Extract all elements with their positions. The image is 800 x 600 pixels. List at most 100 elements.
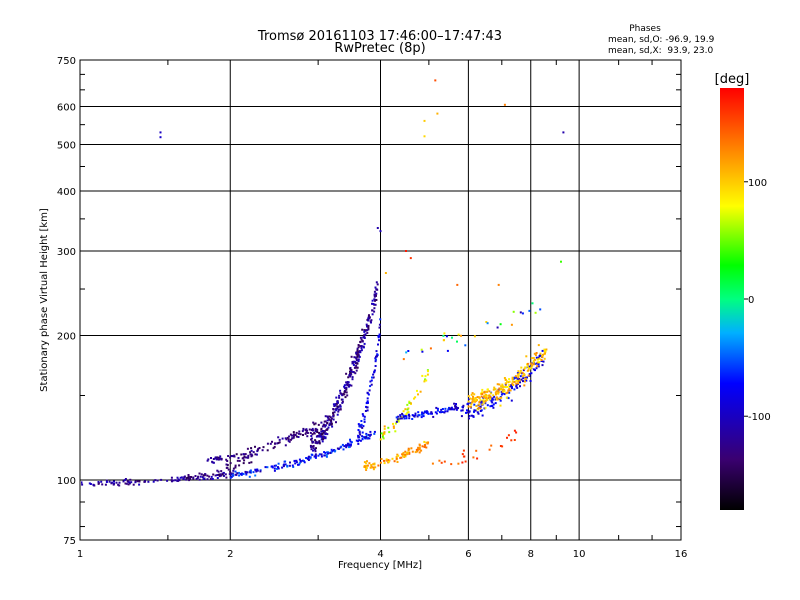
data-point — [242, 453, 245, 456]
data-point — [359, 425, 362, 428]
data-point — [421, 445, 424, 448]
data-point — [456, 283, 459, 286]
data-point — [509, 385, 512, 388]
data-point — [409, 257, 412, 260]
data-point — [517, 382, 520, 385]
data-point — [266, 442, 269, 445]
data-point — [425, 446, 428, 449]
data-point — [382, 437, 385, 440]
data-point — [481, 400, 484, 403]
data-point — [489, 405, 492, 408]
data-point — [504, 386, 507, 389]
data-point — [329, 422, 332, 425]
data-point — [185, 478, 188, 481]
data-point — [332, 408, 335, 411]
data-point — [486, 404, 489, 407]
data-point — [414, 396, 417, 399]
data-point — [470, 393, 473, 396]
data-point — [522, 369, 525, 372]
data-point — [476, 408, 479, 411]
data-point — [174, 479, 177, 482]
data-point — [360, 345, 363, 347]
data-point — [399, 414, 402, 417]
data-point — [224, 473, 227, 476]
data-point — [413, 397, 415, 400]
data-point — [542, 353, 544, 356]
data-point — [440, 408, 443, 411]
data-point — [372, 468, 375, 471]
data-point — [277, 442, 280, 444]
data-point — [197, 475, 200, 478]
data-point — [527, 374, 530, 377]
data-point — [229, 456, 232, 459]
data-point — [408, 451, 411, 454]
data-point — [446, 349, 449, 352]
data-point — [373, 290, 376, 293]
data-point — [451, 408, 454, 411]
data-point — [237, 457, 240, 459]
data-point — [366, 397, 369, 400]
data-point — [417, 411, 420, 414]
data-point — [230, 473, 233, 476]
data-point — [249, 471, 252, 474]
data-point — [292, 433, 295, 436]
data-point — [532, 359, 535, 362]
data-point — [378, 323, 381, 326]
data-point — [407, 350, 410, 352]
data-point — [371, 299, 374, 302]
data-point — [351, 376, 354, 379]
data-point — [432, 415, 435, 418]
data-point — [225, 476, 228, 479]
data-point — [501, 390, 504, 393]
data-point — [218, 456, 221, 459]
data-point — [464, 460, 467, 463]
data-point — [537, 363, 540, 366]
data-point — [350, 355, 353, 358]
data-point — [492, 388, 495, 391]
data-point — [313, 423, 316, 426]
chart-title: Tromsø 20161103 17:46:00–17:47:43 — [257, 29, 502, 44]
data-point — [414, 451, 417, 454]
data-point — [350, 373, 353, 376]
data-point — [468, 398, 471, 401]
data-point — [519, 385, 521, 388]
data-point — [336, 405, 339, 408]
stats-line-o: mean, sd,O: -96.9, 19.9 — [608, 35, 715, 45]
data-point — [378, 326, 381, 329]
data-point — [537, 344, 540, 347]
data-point — [147, 480, 150, 483]
data-point — [418, 451, 421, 454]
data-point — [311, 427, 314, 430]
data-point — [410, 447, 413, 450]
data-point — [216, 458, 218, 460]
data-point — [216, 469, 219, 472]
data-point — [540, 359, 543, 361]
data-point — [233, 454, 236, 457]
x-tick-label: 10 — [573, 549, 586, 560]
data-point — [304, 432, 307, 435]
data-point — [350, 369, 353, 372]
data-point — [500, 387, 502, 390]
data-point — [425, 379, 428, 382]
data-point — [276, 467, 278, 470]
data-point — [491, 398, 494, 401]
data-point — [333, 411, 336, 414]
data-point — [311, 453, 314, 456]
data-point — [311, 433, 314, 436]
data-point — [455, 408, 458, 411]
data-point — [113, 480, 115, 483]
data-point — [307, 456, 310, 459]
data-point — [225, 466, 228, 469]
data-point — [469, 402, 472, 405]
data-point — [383, 462, 386, 465]
data-point — [240, 473, 243, 476]
data-point — [216, 474, 219, 476]
data-point — [246, 447, 249, 450]
data-point — [341, 443, 344, 446]
data-point — [195, 478, 198, 480]
data-point — [513, 376, 516, 379]
data-point — [519, 371, 522, 374]
data-point — [316, 428, 319, 431]
data-point — [438, 459, 441, 462]
data-point — [339, 392, 342, 395]
